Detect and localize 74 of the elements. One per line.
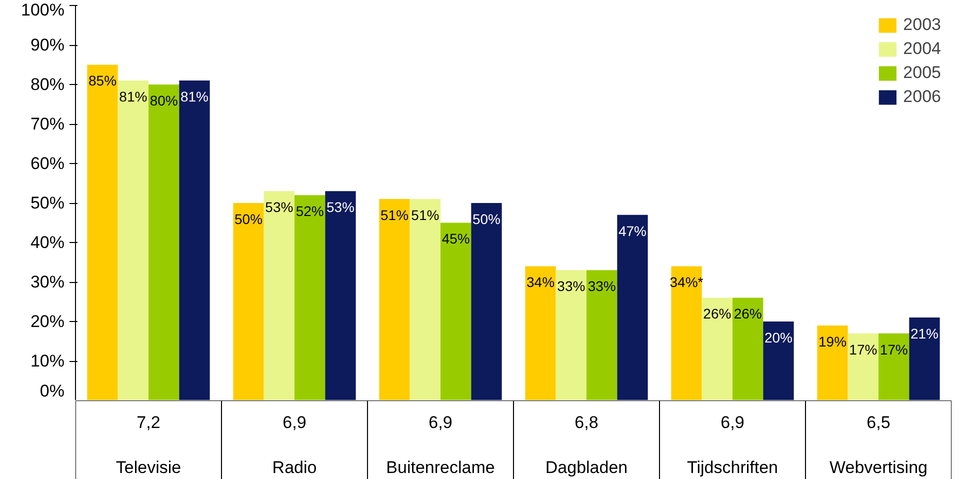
bar bbox=[294, 195, 326, 400]
bar bbox=[817, 325, 848, 400]
bar bbox=[87, 64, 118, 400]
data-label: 26% bbox=[734, 306, 762, 322]
y-tick-label: 60% bbox=[30, 154, 65, 173]
legend-label: 2005 bbox=[903, 63, 941, 83]
x-tick-label: Tijdschriften bbox=[686, 458, 778, 478]
bar bbox=[909, 318, 940, 400]
x-tick-label: Buitenreclame bbox=[386, 458, 495, 478]
y-tick-label: 80% bbox=[30, 75, 65, 94]
y-tick-label: 30% bbox=[30, 272, 65, 292]
bar bbox=[264, 191, 294, 400]
data-label: 81% bbox=[180, 88, 209, 104]
x-tick-label: Radio bbox=[272, 458, 317, 478]
data-label: 17% bbox=[880, 341, 908, 358]
bar bbox=[148, 84, 180, 400]
y-tick-label: 50% bbox=[30, 194, 65, 212]
bar bbox=[556, 270, 586, 400]
data-label: 50% bbox=[472, 210, 501, 227]
text: 7,2 bbox=[136, 413, 160, 432]
data-label: 20% bbox=[764, 329, 793, 346]
data-label: 33% bbox=[557, 278, 586, 294]
y-tick-label: 0% bbox=[40, 382, 65, 400]
bar bbox=[671, 266, 702, 400]
data-label: 34% bbox=[526, 274, 555, 290]
y-tick-label: 20% bbox=[30, 312, 65, 331]
x-tick-label: Dagbladen bbox=[545, 458, 628, 478]
y-tick-label: 90% bbox=[30, 36, 65, 54]
bar bbox=[410, 199, 440, 400]
data-label: 26% bbox=[703, 306, 732, 322]
data-label: 53% bbox=[326, 199, 355, 216]
bar bbox=[848, 333, 878, 400]
data-label: 47% bbox=[618, 222, 647, 239]
data-label: 33% bbox=[588, 278, 616, 294]
text: 6,9 bbox=[428, 413, 452, 432]
bar bbox=[617, 214, 648, 400]
data-label: 85% bbox=[88, 72, 117, 89]
bar bbox=[379, 199, 410, 400]
bar bbox=[702, 298, 732, 400]
data-label: 51% bbox=[380, 206, 409, 223]
bar bbox=[732, 298, 764, 400]
data-label: 19% bbox=[818, 333, 847, 350]
y-tick-label: 10% bbox=[30, 352, 65, 370]
y-tick-label: 70% bbox=[30, 114, 65, 134]
data-label: 45% bbox=[442, 230, 470, 247]
legend-label: 2003 bbox=[903, 15, 941, 35]
text: 6,9 bbox=[282, 413, 306, 432]
data-label: 52% bbox=[296, 203, 324, 219]
bar bbox=[586, 270, 618, 400]
bar bbox=[878, 333, 910, 400]
data-label: 50% bbox=[234, 210, 263, 227]
data-label: 81% bbox=[119, 88, 148, 104]
x-tick-label: Televisie bbox=[116, 458, 182, 478]
data-label: 53% bbox=[265, 199, 294, 216]
bar bbox=[179, 80, 210, 400]
bar bbox=[440, 222, 472, 400]
data-label: 21% bbox=[910, 325, 939, 342]
bar bbox=[233, 203, 264, 400]
y-tick-label: 40% bbox=[30, 233, 65, 252]
data-label: 51% bbox=[411, 206, 440, 223]
x-tick-label: Webvertising bbox=[830, 458, 928, 478]
bar bbox=[763, 322, 794, 400]
y-tick-label: 100% bbox=[21, 0, 65, 20]
bar bbox=[471, 203, 502, 400]
bar bbox=[525, 266, 556, 400]
data-label: 17% bbox=[849, 341, 878, 358]
text: 6,8 bbox=[574, 413, 598, 432]
data-label: 80% bbox=[150, 92, 178, 108]
legend-label: 2006 bbox=[903, 87, 941, 107]
bar bbox=[325, 191, 356, 400]
legend-label: 2004 bbox=[903, 39, 941, 59]
bar bbox=[118, 80, 148, 400]
text: 6,9 bbox=[720, 413, 744, 432]
text: 6,5 bbox=[866, 413, 890, 432]
